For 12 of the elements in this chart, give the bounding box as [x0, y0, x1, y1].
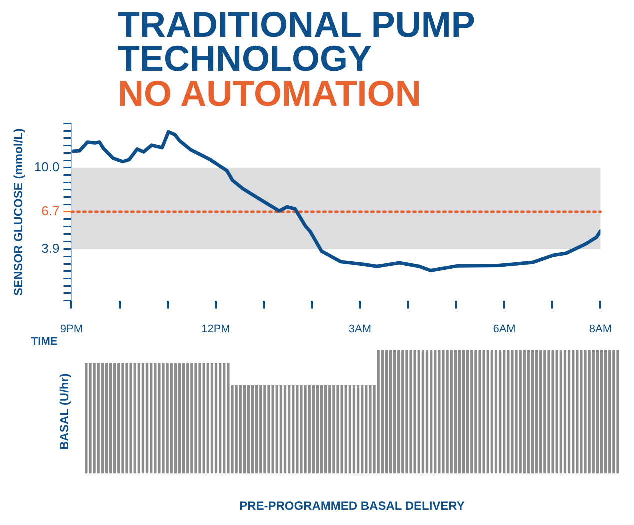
y-tick-label: 10.0 — [34, 159, 60, 174]
x-tick-label: 6AM — [493, 323, 516, 336]
x-axis-title: PRE-PROGRAMMED BASAL DELIVERY — [240, 499, 465, 514]
x-tick-label: 12PM — [202, 323, 230, 336]
y-tick-label: 6.7 — [42, 204, 60, 219]
x-axis-title: TIME — [31, 336, 58, 348]
x-tick-label: 9PM — [60, 323, 84, 336]
y-axis-title: SENSOR GLUCOSE (mmol/L) — [12, 128, 26, 296]
y-tick-label: 3.9 — [42, 240, 60, 256]
x-tick-label: 8AM — [589, 323, 612, 336]
y-axis-title: BASAL (U/hr) — [58, 374, 72, 450]
x-tick-label: 3AM — [348, 323, 372, 336]
